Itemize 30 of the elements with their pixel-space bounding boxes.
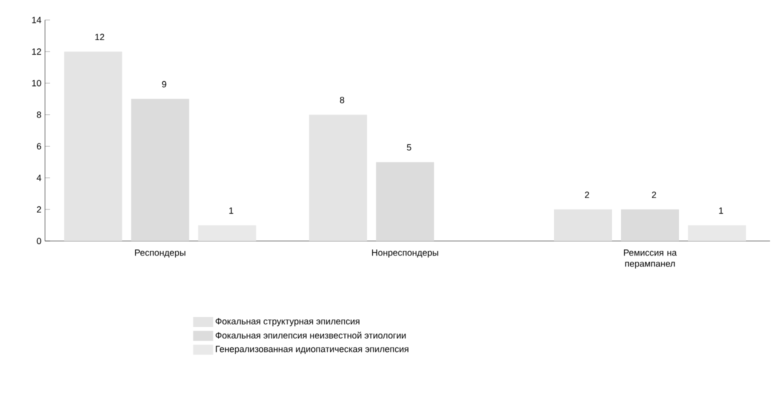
x-tick-label: Респондеры — [135, 250, 186, 258]
data-label: 5 — [406, 144, 412, 151]
data-label: 2 — [652, 192, 656, 198]
legend-label: Фокальная эпилепсия неизвестной этиологии — [216, 332, 406, 339]
bar — [376, 162, 434, 241]
bar — [554, 209, 612, 241]
data-label: 12 — [95, 34, 104, 40]
x-tick-label: Нонреспондеры — [372, 250, 438, 258]
bar — [688, 225, 746, 241]
bar — [64, 52, 122, 241]
bar — [198, 225, 256, 241]
y-tick-label: 4 — [36, 174, 42, 181]
bar — [620, 209, 679, 241]
y-tick-label: 6 — [36, 143, 42, 150]
data-label: 2 — [584, 192, 590, 198]
x-tick-label: Ремиссия на перампанел — [624, 250, 677, 269]
y-tick-label: 2 — [36, 206, 42, 213]
legend-label: Фокальная структурная эпилепсия — [216, 318, 360, 326]
legend-label: Генерализованная идиопатическая эпилепсия — [216, 346, 408, 354]
y-tick-label: 0 — [36, 238, 42, 244]
data-label: 1 — [719, 208, 724, 214]
y-tick-label: 10 — [32, 80, 42, 86]
data-label: 9 — [162, 81, 166, 88]
y-tick-label: 14 — [32, 16, 42, 24]
bar — [131, 98, 190, 241]
y-tick-label: 8 — [36, 112, 42, 118]
data-label: 8 — [340, 96, 344, 104]
bar — [309, 114, 368, 241]
y-tick-label: 12 — [32, 48, 42, 55]
data-label: 1 — [229, 208, 234, 214]
